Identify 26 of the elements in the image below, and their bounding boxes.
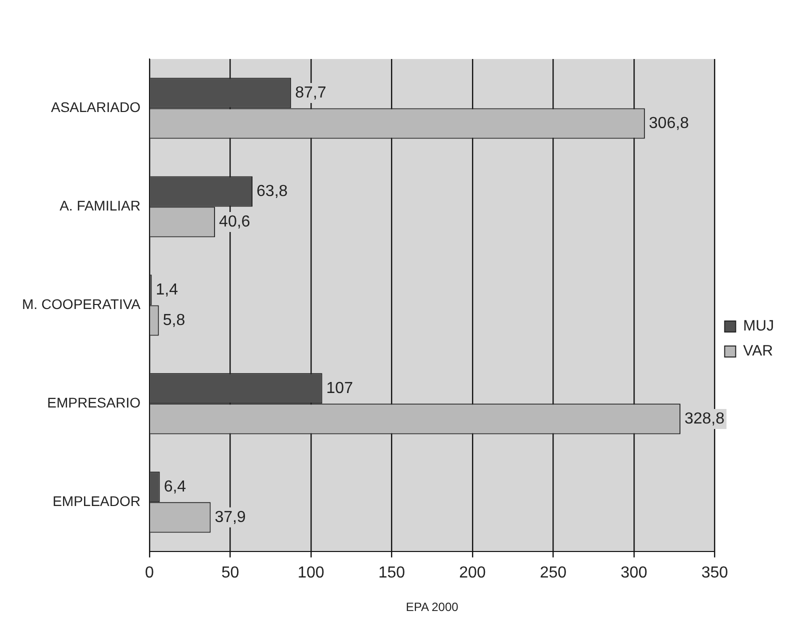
y-tick-label: ASALARIADO (51, 99, 141, 116)
data-label: 5,8 (162, 312, 186, 329)
x-tick-label: 350 (701, 564, 728, 582)
y-tick-label: M. COOPERATIVA (22, 296, 142, 312)
data-label: 1,4 (156, 281, 178, 298)
x-tick-label: 100 (298, 564, 324, 582)
y-tick-label: A. FAMILIAR (60, 198, 140, 214)
y-tick-label: EMPLEADOR (52, 493, 140, 510)
data-label: 63,8 (256, 182, 288, 200)
data-label: 6,4 (164, 478, 186, 496)
data-label: 306,8 (648, 114, 690, 132)
x-tick-label: 0 (145, 564, 154, 582)
data-label: 87,7 (295, 84, 326, 102)
data-label: 107 (326, 380, 354, 397)
x-tick-label: 300 (620, 564, 648, 582)
legend-label: MUJ (743, 318, 774, 335)
y-tick-label: EMPRESARIO (47, 394, 141, 411)
x-tick-label: 150 (378, 564, 406, 582)
data-label: 37,9 (214, 508, 246, 526)
data-label: 40,6 (219, 213, 250, 230)
legend-label: VAR (743, 342, 774, 360)
data-label: 328,8 (684, 410, 725, 428)
x-tick-label: 250 (540, 564, 567, 582)
x-tick-label: 200 (459, 564, 486, 582)
x-tick-label: 50 (221, 564, 240, 582)
x-axis-title: EPA 2000 (406, 600, 459, 614)
